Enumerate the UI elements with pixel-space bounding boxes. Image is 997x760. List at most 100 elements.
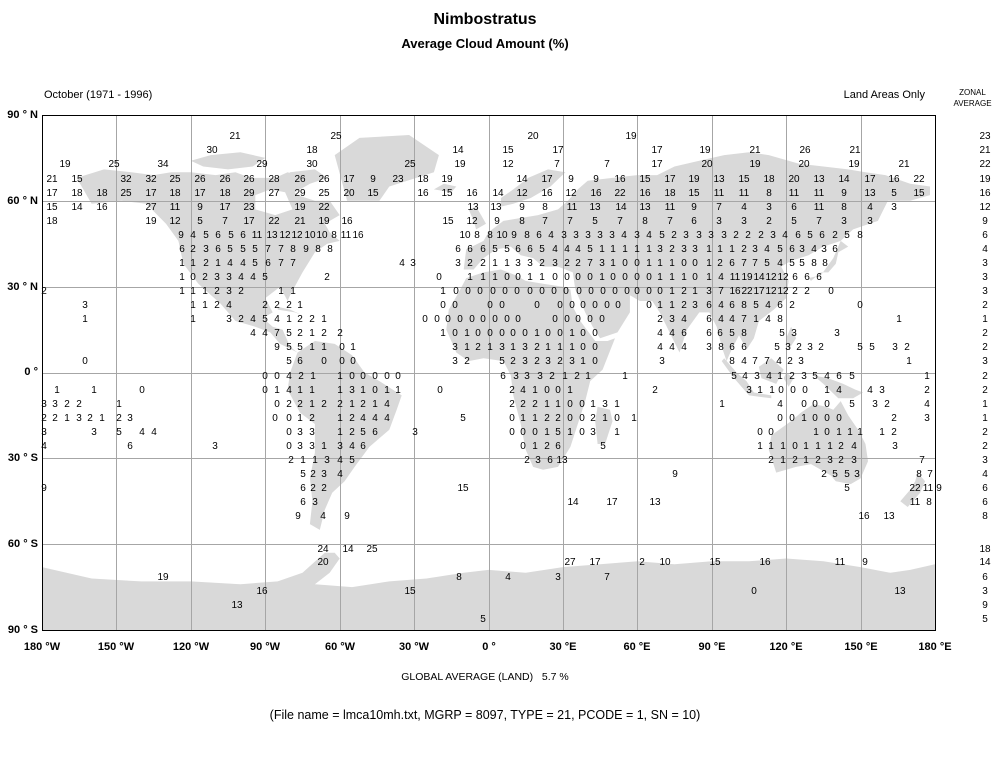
cloud-value: 7 <box>278 244 284 255</box>
cloud-value: 3 <box>212 441 218 452</box>
cloud-value: 0 <box>262 371 268 382</box>
cloud-value: 12 <box>777 272 789 283</box>
cloud-value: 1 <box>631 413 637 424</box>
cloud-value: 0 <box>579 399 585 410</box>
cloud-value: 16 <box>639 188 651 199</box>
zonal-average-value: 6 <box>982 497 988 508</box>
cloud-value: 14 <box>615 202 627 213</box>
cloud-value: 1 <box>717 244 723 255</box>
cloud-value: 1 <box>669 286 675 297</box>
cloud-value: 0 <box>520 427 526 438</box>
cloud-value: 6 <box>127 441 133 452</box>
cloud-value: 2 <box>733 230 739 241</box>
cloud-value: 4 <box>867 385 873 396</box>
cloud-value: 0 <box>600 286 606 297</box>
zonal-average-value: 2 <box>982 328 988 339</box>
cloud-value: 32 <box>145 174 157 185</box>
cloud-value: 4 <box>505 572 511 583</box>
cloud-value: 1 <box>634 244 640 255</box>
cloud-value: 5 <box>349 455 355 466</box>
cloud-value: 2 <box>534 356 540 367</box>
cloud-value: 19 <box>441 174 453 185</box>
cloud-value: 1 <box>706 258 712 269</box>
cloud-value: 15 <box>639 174 651 185</box>
cloud-value: 0 <box>360 371 366 382</box>
cloud-value: 4 <box>384 413 390 424</box>
cloud-value: 1 <box>567 385 573 396</box>
cloud-value: 8 <box>841 202 847 213</box>
cloud-value: 4 <box>811 244 817 255</box>
cloud-value: 2 <box>681 300 687 311</box>
cloud-value: 5 <box>791 216 797 227</box>
cloud-value: 3 <box>522 342 528 353</box>
cloud-value: 9 <box>41 483 47 494</box>
cloud-value: 5 <box>460 413 466 424</box>
cloud-value: 15 <box>404 586 416 597</box>
cloud-value: 13 <box>467 202 479 213</box>
cloud-value: 1 <box>768 441 774 452</box>
landmass <box>768 401 868 485</box>
cloud-value: 11 <box>813 188 825 199</box>
cloud-value: 17 <box>753 286 765 297</box>
cloud-value: 4 <box>782 230 788 241</box>
cloud-value: 3 <box>561 230 567 241</box>
cloud-value: 5 <box>600 441 606 452</box>
cloud-value: 0 <box>812 413 818 424</box>
cloud-value: 0 <box>551 286 557 297</box>
cloud-value: 1 <box>190 300 196 311</box>
cloud-value: 2 <box>480 258 486 269</box>
cloud-value: 10 <box>496 230 508 241</box>
cloud-value: 6 <box>215 244 221 255</box>
cloud-value: 2 <box>520 399 526 410</box>
cloud-value: 4 <box>337 455 343 466</box>
cloud-value: 3 <box>452 342 458 353</box>
figure-subtitle: Average Cloud Amount (%) <box>401 36 569 51</box>
cloud-value: 5 <box>592 216 598 227</box>
cloud-value: 1 <box>896 314 902 325</box>
cloud-value: 2 <box>510 356 516 367</box>
cloud-value: 1 <box>337 413 343 424</box>
cloud-value: 7 <box>617 216 623 227</box>
cloud-value: 3 <box>203 244 209 255</box>
cloud-value: 0 <box>339 356 345 367</box>
cloud-value: 21 <box>849 145 861 156</box>
landmass <box>277 169 328 196</box>
landmass <box>446 269 615 470</box>
cloud-value: 1 <box>202 286 208 297</box>
zonal-average-value: 22 <box>979 159 991 170</box>
cloud-value: 3 <box>297 427 303 438</box>
cloud-value: 1 <box>585 371 591 382</box>
cloud-value: 4 <box>742 371 748 382</box>
cloud-value: 0 <box>604 300 610 311</box>
cloud-value: 4 <box>681 314 687 325</box>
cloud-value: 4 <box>836 385 842 396</box>
cloud-value: 1 <box>544 427 550 438</box>
cloud-value: 4 <box>741 356 747 367</box>
cloud-value: 15 <box>502 145 514 156</box>
cloud-value: 2 <box>768 455 774 466</box>
cloud-value: 2 <box>574 371 580 382</box>
cloud-value: 6 <box>527 244 533 255</box>
cloud-value: 2 <box>741 244 747 255</box>
cloud-value: 0 <box>527 286 533 297</box>
cloud-value: 4 <box>776 356 782 367</box>
zonal-average-value: 3 <box>982 272 988 283</box>
cloud-value: 3 <box>827 455 833 466</box>
cloud-value: 6 <box>789 244 795 255</box>
cloud-value: 5 <box>539 244 545 255</box>
cloud-value: 3 <box>798 356 804 367</box>
cloud-value: 14 <box>516 174 528 185</box>
cloud-value: 9 <box>197 202 203 213</box>
cloud-value: 2 <box>238 286 244 297</box>
cloud-value: 1 <box>190 286 196 297</box>
cloud-value: 16 <box>888 174 900 185</box>
cloud-value: 9 <box>511 230 517 241</box>
cloud-value: 15 <box>457 483 469 494</box>
cloud-value: 12 <box>502 159 514 170</box>
cloud-value: 5 <box>555 427 561 438</box>
cloud-value: 0 <box>557 328 563 339</box>
cloud-value: 0 <box>576 286 582 297</box>
cloud-value: 11 <box>566 202 578 213</box>
cloud-value: 6 <box>455 244 461 255</box>
cloud-value: 0 <box>828 286 834 297</box>
